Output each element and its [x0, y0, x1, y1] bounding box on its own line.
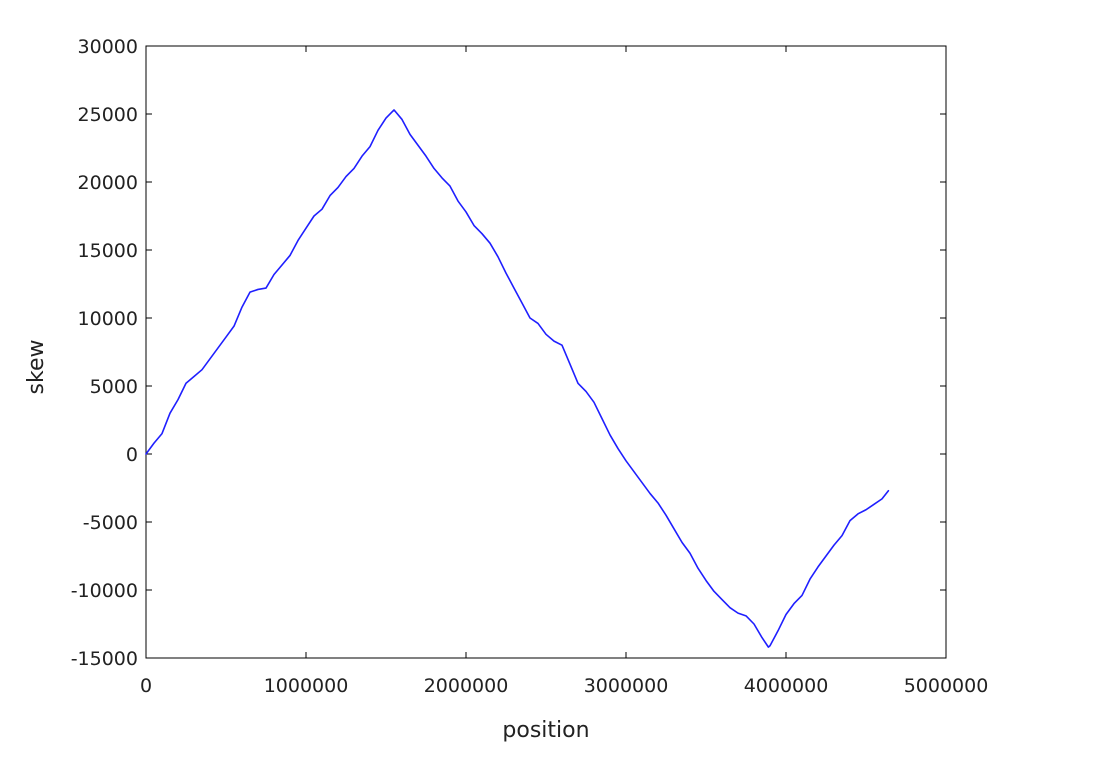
x-axis-ticks: 0 1000000 2000000 3000000 4000000 5000000: [140, 46, 988, 697]
plot-area: [145, 45, 947, 659]
x-axis-label: position: [502, 718, 589, 743]
y-axis-ticks: -15000 -10000 -5000 0 5000 10000 15000 20000 250…: [71, 36, 946, 670]
y-axis-label: skew: [24, 340, 49, 395]
y-tick-label: 20000: [78, 172, 138, 194]
y-tick-label: 0: [126, 444, 138, 466]
y-tick-label: 30000: [78, 36, 138, 58]
x-tick-label: 3000000: [584, 675, 669, 697]
y-tick-label: 5000: [90, 376, 138, 398]
y-tick-label: -10000: [71, 580, 138, 602]
x-tick-label: 2000000: [424, 675, 509, 697]
x-tick-label: 4000000: [744, 675, 829, 697]
y-tick-label: 25000: [78, 104, 138, 126]
y-tick-label: -5000: [83, 512, 138, 534]
x-tick-label: 0: [140, 675, 152, 697]
y-tick-label: 15000: [78, 240, 138, 262]
x-tick-label: 1000000: [264, 675, 349, 697]
y-tick-label: -15000: [71, 648, 138, 670]
series-layer: [145, 109, 890, 648]
y-tick-label: 10000: [78, 308, 138, 330]
skew-series-line: [145, 109, 890, 648]
x-tick-label: 5000000: [904, 675, 989, 697]
